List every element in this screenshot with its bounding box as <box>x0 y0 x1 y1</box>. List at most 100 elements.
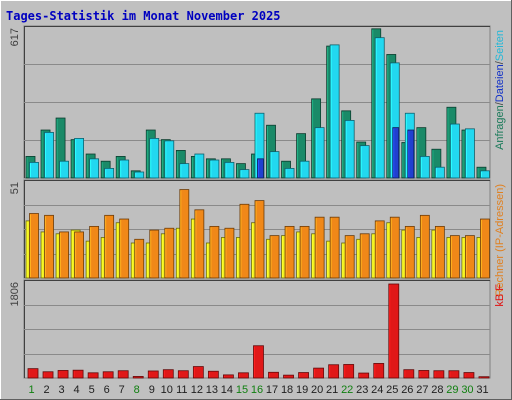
bar-seiten <box>89 158 100 179</box>
bar-fill <box>87 372 99 379</box>
bar-fill <box>284 168 295 179</box>
bar-fill <box>359 233 370 279</box>
bar-fill <box>104 168 115 179</box>
bar-rechner <box>374 220 385 279</box>
panel-legend: Rechner (IP-Adressen) <box>494 184 506 297</box>
bar-fill <box>149 138 160 179</box>
bar-seiten <box>284 168 295 179</box>
bar-fill <box>313 367 325 379</box>
bar-kb-f <box>403 369 415 379</box>
panel-2: 51 Rechner (IP-Adressen) <box>9 179 506 297</box>
bar-fill <box>223 374 234 379</box>
bar-rechner <box>314 216 325 279</box>
bar-fill <box>102 371 114 379</box>
bar-rechner <box>404 225 415 279</box>
bar-rechner <box>209 225 220 279</box>
x-tick-label: 24 <box>371 384 383 396</box>
bar-rechner <box>89 225 100 279</box>
bar-fill <box>403 369 415 379</box>
bar-fill <box>59 160 69 179</box>
bar-fill <box>463 372 475 379</box>
bar-fill <box>465 235 475 279</box>
bar-fill <box>419 214 430 279</box>
bar-rechner <box>194 209 205 279</box>
legend-entry: Dateien <box>494 64 506 102</box>
bar-seiten <box>104 168 115 179</box>
bar-rechner <box>389 216 400 279</box>
bar-fill <box>179 189 190 279</box>
bar-fill <box>480 170 490 179</box>
bar-seiten <box>164 140 175 179</box>
bar-fill <box>388 283 400 379</box>
bar-rechner <box>179 189 190 279</box>
bar-fill <box>359 145 370 179</box>
bar-rechner <box>480 218 490 279</box>
x-tick-label: 6 <box>104 384 110 396</box>
bar-seiten <box>329 44 340 179</box>
bar-kb-f <box>238 372 249 379</box>
x-tick-label: 13 <box>206 384 218 396</box>
bar-fill <box>392 127 400 179</box>
bar-fill <box>179 163 190 179</box>
bar-rechner <box>104 214 115 279</box>
bar-rechner <box>465 235 475 279</box>
bar-fill <box>164 140 175 179</box>
bar-fill <box>269 235 280 279</box>
bar-rechner <box>269 235 280 279</box>
bar-seiten <box>194 153 205 179</box>
bar-fill <box>57 370 69 379</box>
bar-fill <box>374 220 385 279</box>
bar-kb-f <box>373 363 385 379</box>
bar-fill <box>450 123 460 179</box>
bar-seiten <box>419 156 430 179</box>
bar-fill <box>328 364 340 379</box>
bar-seiten <box>359 145 370 179</box>
panel-scale-label: 1806 <box>9 282 21 306</box>
bar-fill <box>147 370 159 379</box>
bar-fill <box>104 214 115 279</box>
bar-fill <box>29 162 39 179</box>
bar-rechner <box>450 235 460 279</box>
bar-fill <box>89 225 100 279</box>
bar-seiten <box>179 163 190 179</box>
bar-rechner <box>284 225 295 279</box>
bar-seiten <box>149 138 160 179</box>
bar-rechner <box>134 238 145 279</box>
x-tick-label: 20 <box>311 384 323 396</box>
x-tick-label: 31 <box>476 384 488 396</box>
bar-kb-f <box>162 369 174 379</box>
bar-fill <box>164 227 175 279</box>
bar-fill <box>314 216 325 279</box>
bar-fill <box>299 225 310 279</box>
bar-fill <box>194 209 205 279</box>
x-tick-label: 19 <box>296 384 308 396</box>
bar-fill <box>162 369 174 379</box>
bar-kb-f <box>223 374 234 379</box>
panel-legend: Anfragen/Dateien/Seiten <box>494 30 506 150</box>
bar-fill <box>343 364 355 379</box>
x-tick-label: 18 <box>281 384 293 396</box>
x-tick-label: 29 <box>446 384 458 396</box>
bar-kb-f <box>27 368 39 379</box>
bar-rechner <box>44 214 54 279</box>
bar-fill <box>344 120 355 179</box>
bar-dateien <box>257 158 264 179</box>
bar-seiten <box>434 166 445 179</box>
bar-kb-f <box>388 283 400 379</box>
legend-entry: Seiten <box>494 30 506 61</box>
bar-fill <box>407 129 415 179</box>
bar-fill <box>253 345 264 379</box>
bar-fill <box>329 216 340 279</box>
bar-fill <box>72 369 84 379</box>
bar-kb-f <box>448 370 460 379</box>
bar-fill <box>404 225 415 279</box>
bar-fill <box>419 156 430 179</box>
bar-fill <box>269 151 280 179</box>
bar-dateien <box>392 127 400 179</box>
bar-kb-f <box>433 370 445 379</box>
legend-entry: / <box>494 101 506 105</box>
x-tick-label: 30 <box>461 384 473 396</box>
x-tick-label: 2 <box>43 384 49 396</box>
bar-seiten <box>299 160 310 179</box>
